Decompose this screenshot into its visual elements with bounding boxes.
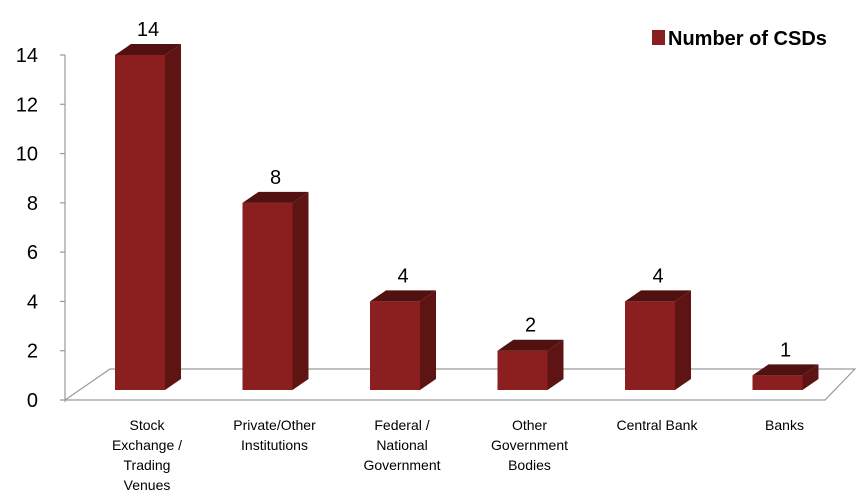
data-label: 8 <box>270 167 281 189</box>
data-label: 4 <box>397 265 408 287</box>
bar-2: 4 <box>370 265 436 390</box>
bar-top <box>497 339 564 351</box>
bar-front <box>497 350 548 390</box>
y-tick-label: 12 <box>16 94 38 116</box>
bar-side <box>802 364 819 390</box>
bar-side <box>547 339 564 390</box>
bar-side <box>292 191 309 390</box>
bar-top <box>625 290 691 302</box>
y-tick-label: 2 <box>27 341 38 363</box>
bar-front <box>115 55 165 390</box>
bar-3: 2 <box>497 315 564 390</box>
y-tick-label: 8 <box>27 193 38 215</box>
floor-outline <box>63 368 857 401</box>
y-axis: 0 2 4 6 8 10 12 14 <box>16 45 66 412</box>
data-label: 1 <box>780 339 791 361</box>
y-tick-label: 4 <box>27 291 38 313</box>
legend-swatch <box>652 30 665 45</box>
y-tick-label: 10 <box>16 144 38 166</box>
legend: Number of CSDs <box>652 28 827 50</box>
x-tick-label: Other Government Bodies <box>491 417 568 473</box>
y-tick-label: 6 <box>27 242 38 264</box>
x-tick-label: Private/Other Institutions <box>233 417 316 453</box>
data-label: 2 <box>525 315 536 337</box>
y-tick-label: 0 <box>27 390 38 412</box>
data-label: 4 <box>652 265 663 287</box>
bar-front <box>752 375 803 390</box>
x-axis-labels: Stock Exchange / Trading Venues Private/Othe… <box>112 417 804 493</box>
bar-top <box>115 44 181 55</box>
bar-4: 4 <box>625 265 691 390</box>
x-tick-label: Stock Exchange / Trading Venues <box>112 417 182 493</box>
bar-front <box>625 301 675 390</box>
bar-front <box>370 301 420 390</box>
bar-top <box>242 191 309 203</box>
bar-side <box>165 44 181 390</box>
bar-side <box>420 290 436 390</box>
y-tick-label: 14 <box>16 45 38 67</box>
bar-0: 14 <box>115 19 181 390</box>
x-tick-label: Central Bank <box>617 417 699 433</box>
bar-side <box>675 290 691 390</box>
bar-5: 1 <box>752 339 819 390</box>
legend-label: Number of CSDs <box>668 28 827 50</box>
data-label: 14 <box>137 19 159 41</box>
bar-front <box>242 202 293 390</box>
x-tick-label: Banks <box>765 417 804 433</box>
bars: 14 8 4 2 4 1 <box>115 19 819 390</box>
chart-floor <box>63 368 857 401</box>
x-tick-label: Federal / National Government <box>363 417 440 473</box>
bar-top <box>752 364 819 376</box>
bar-1: 8 <box>242 167 309 390</box>
bar-top <box>370 290 436 302</box>
